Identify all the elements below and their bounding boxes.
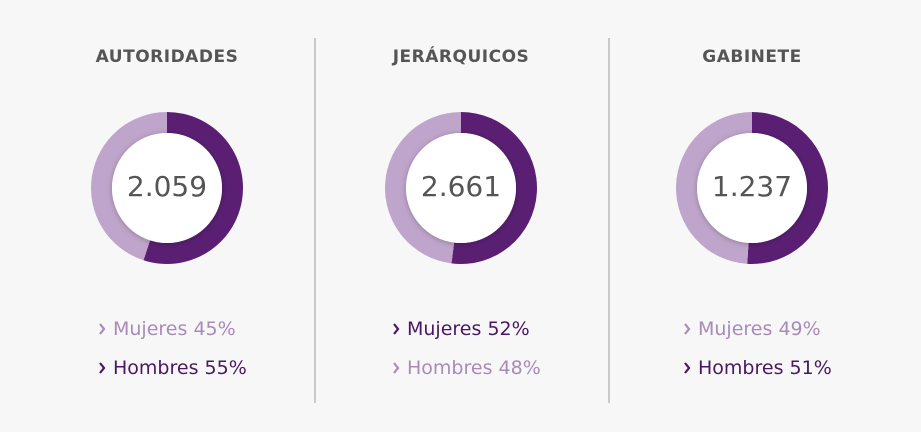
- chevron-icon: [684, 323, 691, 335]
- legend-category: Mujeres: [113, 318, 187, 340]
- donut-slice: [143, 112, 243, 264]
- legend-category: Hombres: [113, 357, 198, 379]
- chevron-icon: [684, 362, 691, 374]
- center-label: 2.661: [421, 170, 501, 203]
- legend-category: Mujeres: [698, 318, 772, 340]
- legend-entry: Mujeres 52%: [407, 318, 530, 340]
- donut-center: [112, 133, 222, 243]
- chevron-icon: [99, 323, 106, 335]
- legend-value: 55%: [205, 357, 247, 379]
- donut-center: [697, 133, 807, 243]
- donut-slice: [91, 112, 167, 261]
- legend-category: Mujeres: [407, 318, 481, 340]
- chevron-icon: [99, 362, 106, 374]
- chart-title: JERÁRQUICOS: [392, 45, 530, 67]
- chart-title: AUTORIDADES: [96, 47, 239, 67]
- center-label: 2.059: [127, 170, 207, 203]
- legend-entry: Mujeres 45%: [113, 318, 236, 340]
- donut-slice: [451, 112, 537, 264]
- legend-category: Hombres: [407, 357, 492, 379]
- donut-slice: [747, 112, 829, 265]
- donut-slice: [676, 112, 752, 264]
- legend-value: 45%: [193, 318, 235, 340]
- legend-entry: Hombres 55%: [113, 357, 247, 379]
- legend-entry: Mujeres 49%: [698, 318, 821, 340]
- legend-value: 49%: [778, 318, 820, 340]
- center-label: 1.237: [712, 170, 792, 203]
- legend-value: 52%: [487, 318, 529, 340]
- chart-title: GABINETE: [702, 47, 801, 67]
- donut-slice: [384, 112, 461, 264]
- legend-category: Hombres: [698, 357, 783, 379]
- chevron-icon: [393, 362, 400, 374]
- chevron-icon: [393, 323, 400, 335]
- legend-entry: Hombres 51%: [698, 357, 832, 379]
- donut-center: [406, 133, 516, 243]
- legend-entry: Hombres 48%: [407, 357, 541, 379]
- legend-value: 51%: [790, 357, 832, 379]
- legend-value: 48%: [499, 357, 541, 379]
